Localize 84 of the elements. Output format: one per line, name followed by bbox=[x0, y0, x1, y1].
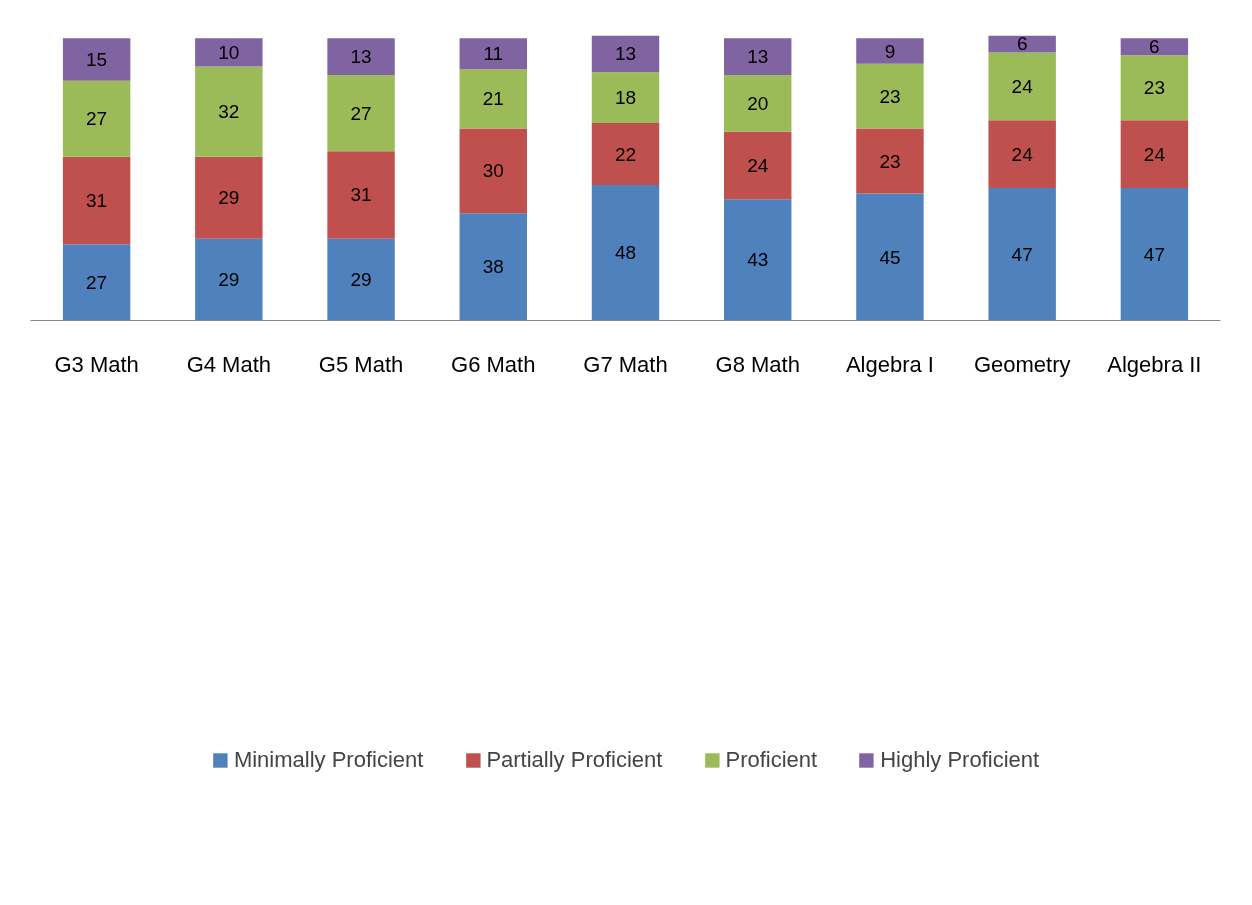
bar bbox=[591, 185, 660, 321]
data-label: 15 bbox=[86, 48, 108, 70]
data-label: 24 bbox=[1011, 75, 1034, 97]
x-tick-label: G4 Math bbox=[186, 351, 272, 377]
data-label: 6 bbox=[1016, 33, 1028, 55]
legend-label: Minimally Proficient bbox=[233, 746, 424, 773]
data-label: 47 bbox=[1143, 243, 1165, 265]
x-tick-label: G7 Math bbox=[583, 351, 668, 377]
bar bbox=[1120, 187, 1189, 321]
data-label: 23 bbox=[879, 150, 901, 172]
bar bbox=[195, 156, 263, 239]
bar bbox=[1120, 55, 1189, 121]
x-tick-label: G6 Math bbox=[451, 351, 536, 377]
x-tick-label: G5 Math bbox=[318, 351, 404, 377]
bar bbox=[724, 75, 792, 132]
data-label: 20 bbox=[747, 92, 769, 114]
x-tick-label: G3 Math bbox=[54, 351, 139, 377]
data-label: 9 bbox=[884, 40, 896, 62]
bar bbox=[62, 156, 131, 245]
data-label: 24 bbox=[747, 154, 769, 176]
legend-label: Proficient bbox=[725, 746, 818, 773]
bar bbox=[988, 120, 1056, 188]
bar bbox=[591, 72, 660, 123]
bar bbox=[591, 35, 660, 73]
legend-label: Highly Proficient bbox=[880, 746, 1040, 773]
data-label: 45 bbox=[879, 246, 901, 268]
bar bbox=[327, 75, 395, 152]
bar bbox=[195, 66, 263, 157]
data-label: 31 bbox=[86, 190, 108, 212]
data-label: 23 bbox=[1143, 77, 1165, 99]
data-label: 24 bbox=[1011, 143, 1034, 165]
data-label: 23 bbox=[879, 85, 901, 107]
bar bbox=[856, 63, 924, 129]
data-label: 43 bbox=[747, 249, 769, 271]
bar bbox=[62, 80, 131, 157]
data-label: 11 bbox=[483, 43, 504, 65]
bar bbox=[1120, 38, 1189, 56]
bar bbox=[591, 122, 660, 186]
bar bbox=[459, 38, 527, 70]
bar bbox=[988, 52, 1056, 121]
bar bbox=[724, 199, 792, 321]
data-label: 29 bbox=[218, 187, 240, 209]
data-label: 22 bbox=[614, 143, 637, 165]
bar bbox=[62, 244, 131, 321]
data-label: 31 bbox=[350, 184, 372, 206]
data-label: 21 bbox=[482, 88, 504, 110]
bar bbox=[724, 131, 792, 200]
bar bbox=[856, 38, 924, 64]
bar bbox=[195, 38, 263, 67]
data-label: 29 bbox=[350, 269, 372, 291]
bar bbox=[327, 151, 395, 239]
bar bbox=[327, 38, 395, 75]
data-label: 10 bbox=[218, 41, 240, 63]
data-label: 13 bbox=[614, 43, 637, 65]
data-label: 27 bbox=[86, 108, 108, 130]
x-tick-label: Algebra II bbox=[1107, 351, 1202, 377]
bar bbox=[459, 128, 527, 214]
data-label: 30 bbox=[482, 160, 504, 182]
x-tick-label: Geometry bbox=[973, 351, 1071, 377]
bar bbox=[459, 69, 527, 129]
data-label: 38 bbox=[482, 256, 504, 278]
bar bbox=[195, 238, 263, 321]
data-label: 24 bbox=[1143, 143, 1166, 165]
x-tick-label: G8 Math bbox=[715, 351, 800, 377]
data-label: 32 bbox=[218, 101, 240, 123]
data-label: 27 bbox=[86, 271, 108, 293]
bar bbox=[856, 128, 924, 194]
legend-label: Partially Proficient bbox=[486, 746, 663, 773]
bar bbox=[724, 38, 792, 75]
bar bbox=[459, 213, 527, 321]
data-label: 27 bbox=[350, 102, 372, 124]
bar bbox=[62, 38, 131, 81]
bar bbox=[1120, 120, 1189, 188]
bar bbox=[988, 187, 1056, 321]
data-label: 18 bbox=[614, 87, 637, 109]
data-label: 13 bbox=[350, 46, 372, 68]
data-label: 48 bbox=[614, 242, 637, 264]
x-tick-label: Algebra I bbox=[845, 351, 934, 377]
data-label: 47 bbox=[1011, 243, 1033, 265]
data-label: 29 bbox=[218, 269, 240, 291]
data-label: 6 bbox=[1149, 36, 1160, 58]
bar bbox=[327, 238, 395, 321]
data-label: 13 bbox=[747, 46, 769, 68]
bar bbox=[856, 193, 924, 321]
